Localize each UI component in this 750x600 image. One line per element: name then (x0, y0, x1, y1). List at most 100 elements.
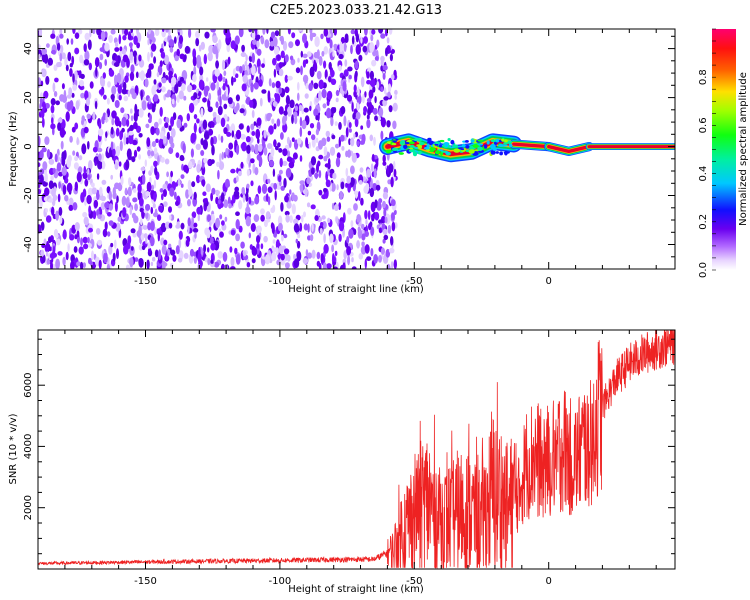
track-speckle (477, 139, 484, 142)
noise-speckle (273, 46, 280, 55)
noise-speckle (240, 52, 247, 58)
noise-speckle (83, 43, 87, 52)
noise-speckle (289, 189, 292, 195)
noise-speckle (353, 84, 357, 93)
noise-speckle (130, 64, 135, 74)
noise-speckle (149, 114, 153, 122)
noise-speckle (335, 143, 340, 149)
noise-speckle (141, 100, 147, 111)
noise-speckle (111, 110, 117, 119)
noise-speckle (202, 198, 208, 204)
noise-speckle (48, 180, 54, 190)
noise-speckle (153, 94, 159, 102)
noise-speckle (88, 188, 92, 195)
noise-speckle (384, 216, 388, 224)
noise-speckle (169, 46, 174, 53)
noise-speckle (277, 222, 283, 232)
noise-speckle (170, 249, 176, 256)
noise-speckle (95, 228, 101, 235)
noise-speckle (253, 214, 260, 223)
spectrogram-x-tick-label: -100 (269, 276, 292, 287)
noise-speckle (382, 154, 386, 163)
noise-speckle (361, 241, 365, 247)
noise-speckle (280, 132, 284, 140)
track-speckle (495, 151, 499, 154)
noise-speckle (215, 114, 221, 124)
noise-speckle (50, 98, 56, 106)
noise-speckle (354, 117, 359, 128)
noise-speckle (219, 202, 224, 208)
noise-speckle (246, 168, 250, 177)
noise-speckle (259, 97, 263, 107)
noise-speckle (241, 187, 245, 195)
track-speckle (465, 145, 470, 149)
noise-speckle (145, 123, 150, 129)
noise-speckle (305, 83, 309, 90)
colorbar-tick-label: 0.8 (698, 69, 709, 85)
noise-speckle (393, 168, 397, 178)
track-speckle (507, 140, 512, 145)
noise-speckle (308, 82, 313, 92)
noise-speckle (170, 128, 176, 138)
noise-speckle (252, 39, 257, 45)
noise-speckle (347, 66, 353, 72)
noise-speckle (294, 115, 298, 125)
noise-speckle (192, 99, 199, 106)
spectrogram-y-tick-label: 0 (23, 143, 34, 149)
noise-speckle (168, 125, 172, 131)
noise-speckle (146, 259, 150, 269)
noise-speckle (386, 165, 390, 175)
noise-speckle (242, 193, 246, 203)
noise-speckle (266, 112, 273, 118)
noise-speckle (355, 44, 361, 55)
noise-speckle (316, 49, 320, 60)
noise-speckle (76, 137, 79, 146)
track-speckle (497, 144, 505, 147)
noise-speckle (67, 51, 72, 62)
figure-title: C2E5.2023.033.21.42.G13 (270, 3, 442, 18)
noise-speckle (195, 30, 200, 39)
noise-speckle (115, 145, 121, 157)
track-speckle (471, 139, 475, 143)
noise-speckle (376, 81, 380, 89)
noise-speckle (250, 223, 256, 232)
noise-speckle (187, 199, 191, 207)
noise-speckle (111, 94, 115, 103)
noise-speckle (356, 102, 360, 111)
noise-speckle (159, 188, 164, 193)
noise-speckle (234, 35, 240, 45)
noise-speckle (346, 94, 353, 102)
noise-speckle (256, 235, 261, 244)
noise-speckle (152, 256, 156, 262)
noise-speckle (68, 87, 73, 98)
noise-speckle (136, 29, 139, 35)
noise-speckle (207, 247, 210, 253)
noise-speckle (245, 215, 251, 227)
noise-speckle (364, 91, 367, 98)
noise-speckle (335, 217, 339, 224)
noise-speckle (295, 39, 300, 47)
noise-speckle (254, 167, 259, 176)
noise-speckle (394, 89, 398, 96)
noise-speckle (224, 216, 228, 222)
noise-speckle (179, 29, 183, 37)
noise-speckle (155, 138, 159, 143)
noise-speckle (80, 73, 85, 79)
noise-speckle (166, 131, 170, 140)
noise-speckle (323, 146, 328, 157)
noise-speckle (204, 31, 210, 39)
noise-speckle (351, 257, 354, 263)
noise-speckle (321, 50, 325, 57)
spectrogram-y-tick-label: -40 (23, 236, 34, 252)
noise-speckle (216, 81, 220, 91)
noise-speckle (127, 235, 132, 245)
noise-speckle (207, 51, 213, 62)
noise-speckle (358, 191, 361, 201)
noise-speckle (119, 46, 123, 52)
noise-speckle (334, 250, 338, 256)
noise-speckle (124, 187, 128, 195)
noise-speckle (227, 97, 233, 105)
noise-speckle (147, 222, 152, 231)
noise-speckle (291, 32, 296, 39)
